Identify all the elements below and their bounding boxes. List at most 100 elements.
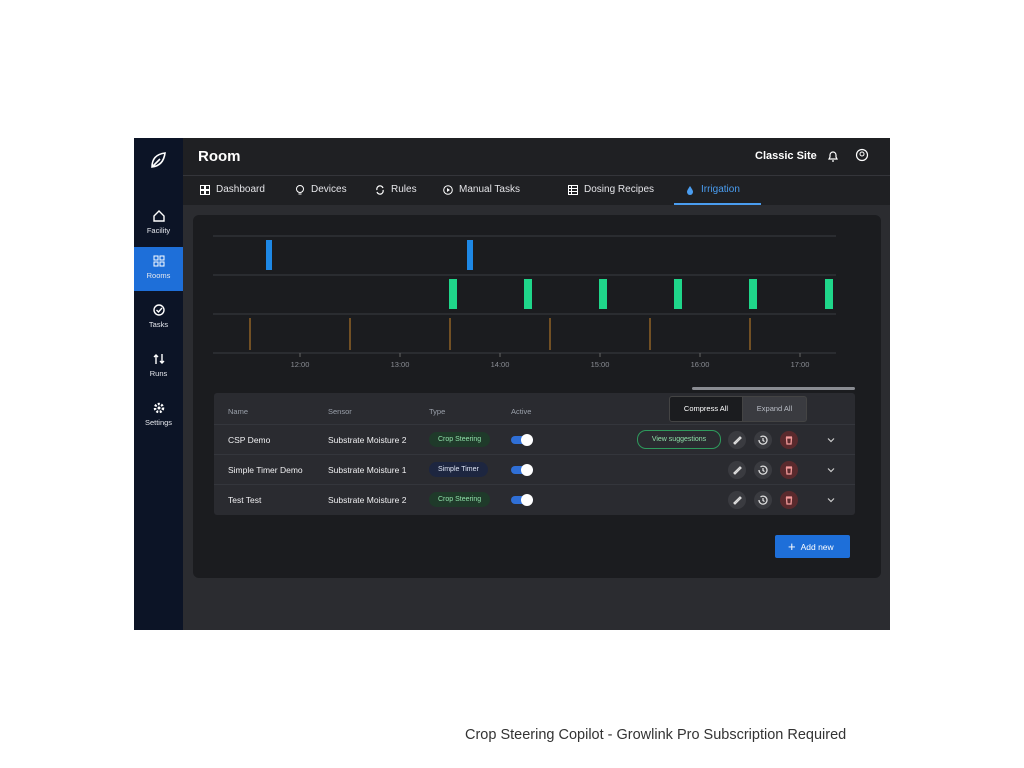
event-bar	[349, 318, 351, 350]
tab[interactable]: Dashboard	[200, 184, 265, 195]
nav-icon	[153, 255, 164, 267]
nav-item[interactable]: Rooms	[134, 247, 183, 291]
tab-underline	[674, 203, 761, 205]
type-pill: Crop Steering	[429, 492, 491, 507]
edit-button[interactable]	[728, 431, 746, 449]
toggle-knob	[521, 464, 533, 476]
toggle[interactable]	[511, 434, 533, 446]
expand-chevron[interactable]	[826, 465, 836, 475]
page-title: Room	[198, 148, 241, 165]
icon-glyph	[785, 466, 793, 475]
tab[interactable]: Devices	[295, 184, 347, 195]
user-icon[interactable]	[855, 148, 869, 162]
column-header: Active	[511, 407, 532, 416]
toggle[interactable]	[511, 464, 533, 476]
content-card: 12:00 13:00 14:00 15:00 16:00 17:00 Name Sens…	[193, 215, 881, 578]
icon-glyph	[758, 435, 768, 445]
header: Room Classic Site	[183, 138, 890, 176]
cell-sensor: Substrate Moisture 2	[328, 495, 407, 505]
event-bar	[449, 279, 457, 309]
x-tick-label: 15:00	[591, 360, 610, 369]
event-bar	[266, 240, 272, 270]
tab-label: Irrigation	[701, 184, 740, 195]
x-tick-label: 14:00	[491, 360, 510, 369]
delete-button[interactable]	[780, 431, 798, 449]
history-button[interactable]	[754, 461, 772, 479]
icon-glyph	[733, 466, 742, 475]
toggle[interactable]	[511, 494, 533, 506]
column-header: Name	[228, 407, 249, 416]
icon-glyph	[785, 436, 793, 445]
nav-label: Tasks	[148, 320, 169, 329]
tab-label: Manual Tasks	[459, 184, 520, 195]
cell-name: Test Test	[228, 495, 262, 505]
table-row: Simple Timer Demo Substrate Moisture 1 Sim…	[214, 454, 855, 485]
nav-item[interactable]: Tasks	[134, 296, 183, 340]
delete-button[interactable]	[780, 461, 798, 479]
icon-glyph	[733, 436, 742, 445]
nav-item[interactable]: Settings	[134, 394, 183, 438]
scrollbar	[692, 387, 855, 390]
suggestions-button[interactable]: View suggestions	[637, 430, 721, 449]
event-bar	[524, 279, 532, 309]
logo	[151, 152, 166, 168]
caption: Crop Steering Copilot - Growlink Pro Sub…	[465, 727, 847, 743]
chevron-glyph	[827, 438, 835, 443]
tab-label: Devices	[311, 184, 347, 195]
toggle-knob	[521, 434, 533, 446]
expand-chevron[interactable]	[826, 435, 836, 445]
site-name[interactable]: Classic Site	[755, 150, 817, 162]
tab-icon	[296, 184, 304, 194]
history-button[interactable]	[754, 431, 772, 449]
tab-icon	[376, 184, 384, 195]
history-button[interactable]	[754, 491, 772, 509]
tab[interactable]: Manual Tasks	[443, 184, 520, 195]
tab[interactable]: Dosing Recipes	[568, 184, 654, 195]
expand-button[interactable]: Expand All	[742, 396, 807, 422]
plus-icon: +	[788, 539, 796, 554]
nav-item[interactable]: Facility	[134, 202, 183, 246]
toggle-knob	[521, 494, 533, 506]
event-bar	[674, 279, 682, 309]
add-label: Add new	[800, 542, 834, 552]
timeline: 12:00 13:00 14:00 15:00 16:00 17:00	[213, 235, 836, 369]
event-bar	[749, 318, 751, 350]
event-bar	[449, 318, 451, 350]
nav-label: Facility	[146, 226, 171, 235]
expand-chevron[interactable]	[826, 495, 836, 505]
app-window: Facility Rooms Tasks Runs Settings Room …	[134, 138, 890, 630]
chevron-glyph	[827, 498, 835, 503]
event-bar	[549, 318, 551, 350]
cell-sensor: Substrate Moisture 2	[328, 435, 407, 445]
tab-label: Rules	[391, 184, 417, 195]
tab[interactable]: Irrigation	[685, 184, 740, 195]
table: Name Sensor Type Active Compress All Exp…	[214, 393, 855, 515]
edit-button[interactable]	[728, 461, 746, 479]
event-bar	[599, 279, 607, 309]
sidebar: Facility Rooms Tasks Runs Settings	[134, 138, 183, 630]
tab-icon	[568, 184, 578, 195]
cell-name: CSP Demo	[228, 435, 271, 445]
nav-item[interactable]: Runs	[134, 345, 183, 389]
x-tick-label: 12:00	[291, 360, 310, 369]
icon-glyph	[733, 496, 742, 505]
compress-button[interactable]: Compress All	[669, 396, 743, 422]
delete-button[interactable]	[780, 491, 798, 509]
type-pill: Simple Timer	[429, 462, 488, 477]
nav-icon	[153, 354, 164, 364]
cell-sensor: Substrate Moisture 1	[328, 465, 407, 475]
add-button[interactable]: + Add new	[775, 535, 850, 558]
event-bar	[249, 318, 251, 350]
edit-button[interactable]	[728, 491, 746, 509]
tab-label: Dashboard	[216, 184, 265, 195]
nav-icon	[152, 210, 165, 222]
tab-icon	[443, 184, 453, 195]
tab-label: Dosing Recipes	[584, 184, 655, 195]
bell-icon[interactable]	[826, 149, 840, 163]
column-header: Sensor	[328, 407, 352, 416]
column-header: Type	[429, 407, 446, 416]
nav-icon	[153, 402, 164, 414]
tab[interactable]: Rules	[375, 184, 417, 195]
nav-label: Runs	[149, 369, 168, 378]
